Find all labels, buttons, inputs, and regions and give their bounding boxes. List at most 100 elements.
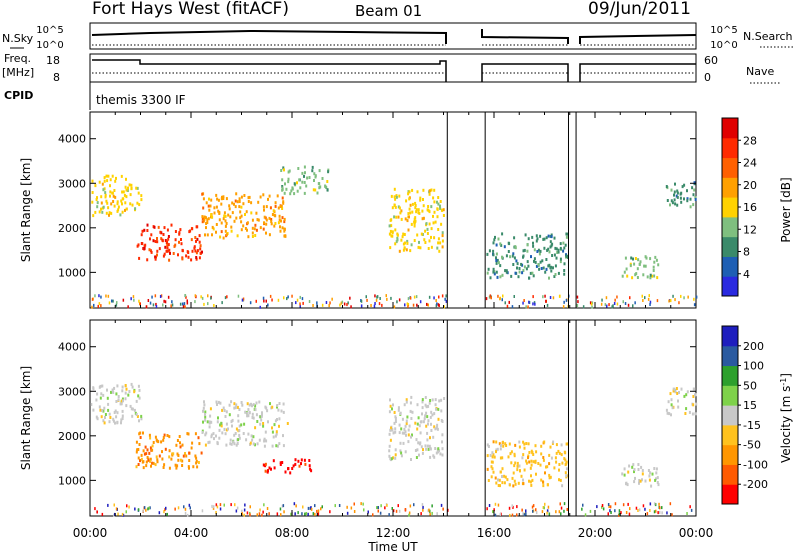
scatter-cell — [199, 247, 202, 251]
scatter-cell — [441, 433, 444, 437]
scatter-cell — [162, 466, 165, 469]
scatter-cell — [548, 263, 551, 267]
scatter-cell — [137, 448, 140, 451]
scatter-cell — [381, 303, 383, 307]
scatter-cell — [689, 205, 692, 209]
scatter-cell — [503, 245, 506, 249]
scatter-cell — [119, 402, 122, 406]
scatter-cell — [151, 448, 154, 452]
scatter-cell — [516, 461, 519, 465]
scatter-cell — [429, 512, 431, 516]
scatter-cell — [297, 459, 300, 463]
scatter-cell — [109, 190, 112, 194]
scatter-cell — [613, 302, 616, 305]
scatter-cell — [429, 509, 431, 513]
scatter-cell — [531, 271, 534, 275]
scatter-cell — [186, 299, 188, 303]
scatter-cell — [164, 447, 167, 451]
scatter-cell — [562, 241, 565, 245]
scatter-cell — [255, 228, 258, 232]
scatter-cell — [281, 504, 284, 508]
scatter-cell — [525, 267, 528, 271]
scatter-cell — [265, 439, 268, 443]
scatter-cell — [294, 462, 297, 466]
scatter-cell — [394, 242, 397, 246]
scatter-cell — [178, 435, 181, 438]
scatter-cell — [149, 446, 152, 450]
scatter-cell — [254, 404, 257, 408]
scatter-cell — [181, 302, 184, 306]
scatter-cell — [430, 205, 433, 209]
scatter-cell — [565, 235, 568, 239]
scatter-cell — [418, 424, 421, 428]
scatter-cell — [112, 194, 115, 198]
scatter-cell — [396, 232, 399, 236]
scatter-cell — [563, 457, 566, 461]
scatter-cell — [510, 461, 513, 465]
scatter-cell — [523, 513, 526, 517]
scatter-cell — [166, 512, 168, 516]
scatter-cell — [240, 401, 243, 404]
scatter-cell — [488, 249, 491, 253]
scatter-cell — [492, 440, 495, 444]
colorbar-tick-label: 8 — [743, 246, 750, 259]
scatter-cell — [522, 440, 525, 444]
scatter-cell — [686, 197, 689, 201]
scatter-cell — [536, 237, 539, 241]
scatter-cell — [275, 432, 278, 436]
scatter-cell — [402, 242, 405, 246]
scatter-cell — [441, 294, 444, 298]
scatter-cell — [426, 227, 429, 231]
scatter-cell — [492, 241, 495, 245]
scatter-cell — [523, 299, 525, 302]
scatter-cell — [518, 464, 521, 468]
scatter-cell — [254, 426, 257, 430]
scatter-cell — [486, 467, 489, 471]
scatter-cell — [262, 296, 265, 300]
scatter-cell — [421, 398, 424, 402]
scatter-cell — [525, 305, 527, 309]
scatter-cell — [137, 508, 140, 512]
scatter-cell — [581, 507, 583, 511]
scatter-cell — [215, 193, 218, 197]
scatter-cell — [204, 443, 207, 447]
cpid-strip: CPID themis 3300 IF — [4, 82, 186, 110]
scatter-cell — [231, 424, 233, 428]
scatter-cell — [102, 205, 105, 209]
scatter-cell — [149, 301, 152, 305]
scatter-cell — [139, 431, 142, 435]
scatter-cell — [550, 269, 553, 273]
scatter-cell — [407, 303, 410, 306]
scatter-cell — [555, 460, 558, 464]
scatter-cell — [181, 257, 184, 261]
scatter-cell — [208, 425, 211, 429]
scatter-cell — [163, 252, 166, 256]
scatter-cell — [149, 459, 152, 463]
scatter-cell — [693, 303, 696, 307]
scatter-cell — [152, 461, 155, 465]
scatter-cell — [166, 434, 169, 437]
scatter-cell — [188, 466, 190, 470]
scatter-cell — [192, 465, 195, 469]
scatter-cell — [281, 216, 284, 220]
scatter-cell — [409, 211, 412, 215]
scatter-cell — [633, 468, 636, 472]
scatter-cell — [168, 466, 171, 470]
scatter-cell — [279, 225, 281, 229]
scatter-cell — [222, 406, 225, 410]
scatter-cell — [303, 174, 305, 178]
scatter-cell — [431, 504, 433, 508]
scatter-cell — [223, 503, 225, 507]
scatter-cell — [206, 218, 209, 222]
scatter-cell — [113, 503, 115, 507]
scatter-cell — [544, 471, 546, 475]
scatter-cell — [224, 229, 227, 233]
scatter-cell — [669, 203, 671, 207]
scatter-cell — [398, 194, 401, 198]
scatter-cell — [283, 220, 286, 224]
scatter-cell — [691, 186, 694, 190]
scatter-cell — [504, 301, 506, 305]
scatter-cell — [303, 165, 306, 169]
scatter-cell — [428, 508, 430, 512]
scatter-cell — [138, 256, 141, 260]
